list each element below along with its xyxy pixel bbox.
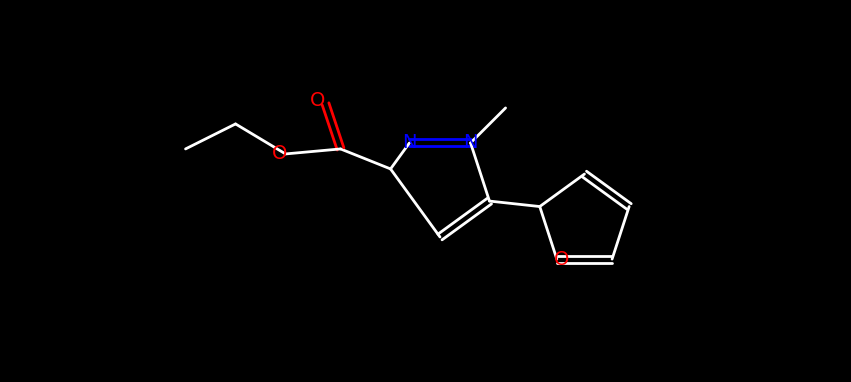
Text: O: O [310, 91, 325, 110]
Text: O: O [554, 249, 569, 269]
Text: N: N [463, 133, 477, 152]
Text: N: N [403, 133, 417, 152]
Text: O: O [271, 144, 288, 163]
